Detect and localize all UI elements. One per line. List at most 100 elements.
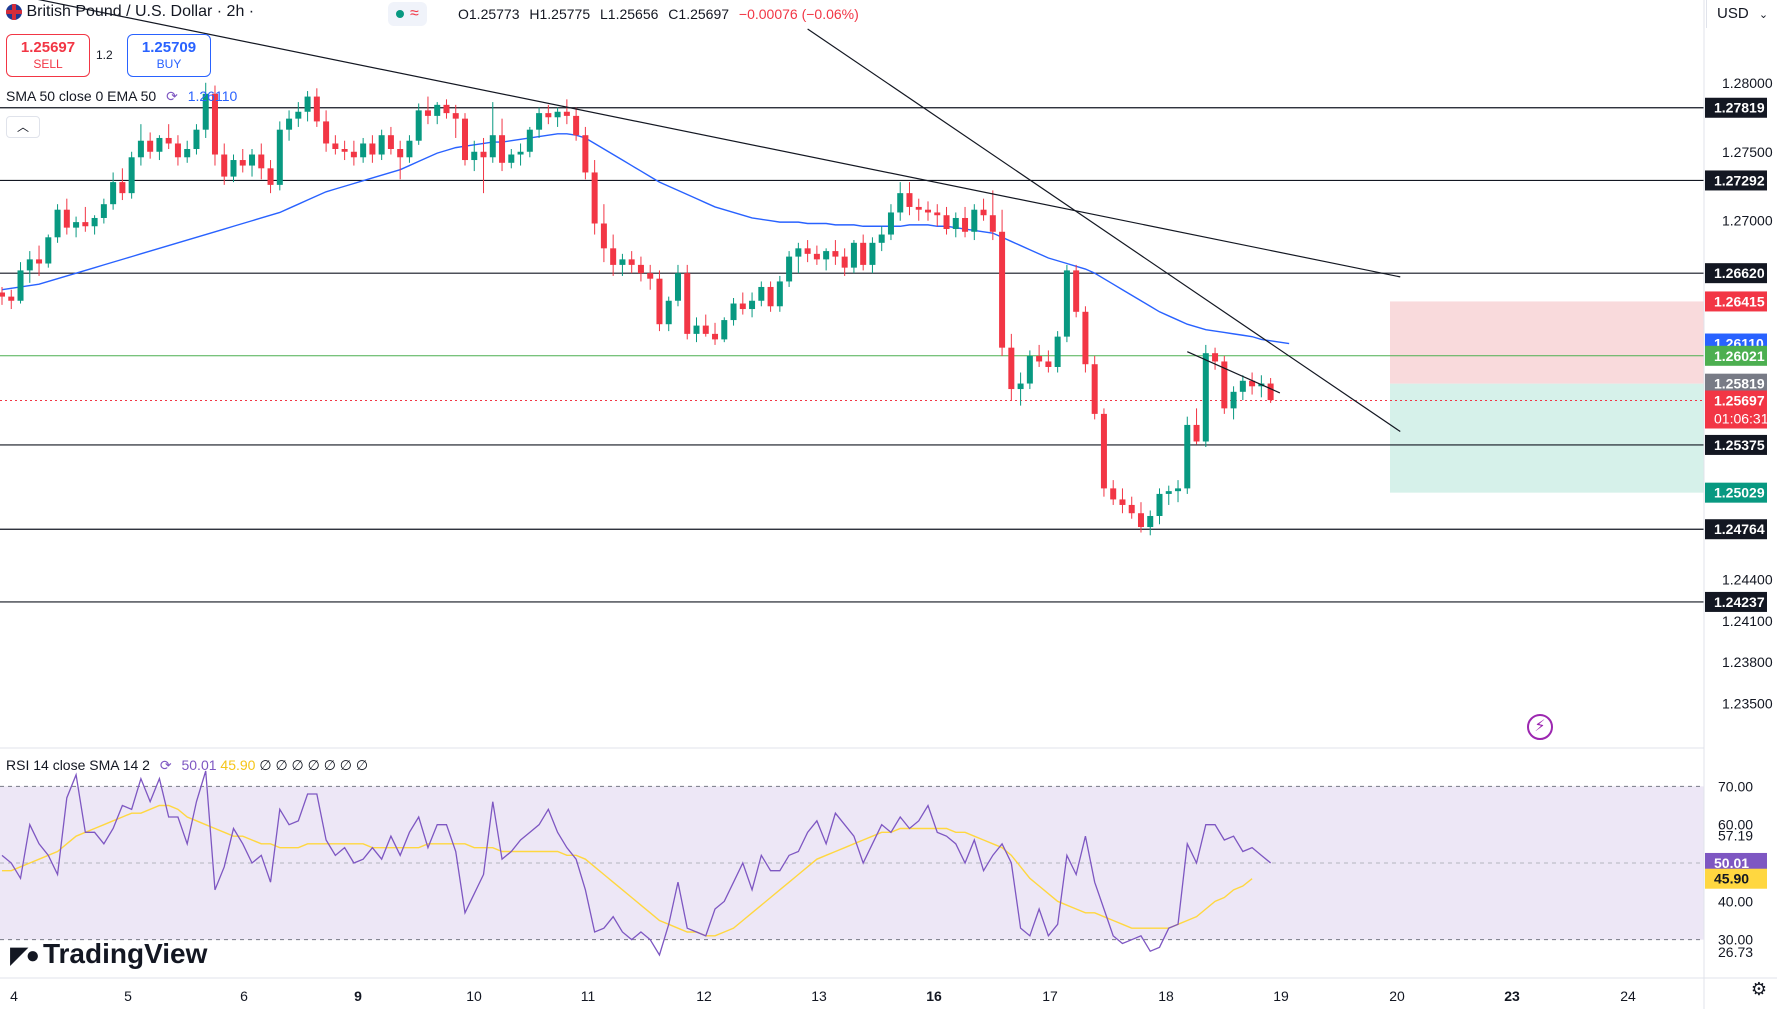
candle-body <box>360 143 367 158</box>
ma-indicator-legend[interactable]: SMA 50 close 0 EMA 50 ⟳ 1.26110 <box>6 88 237 105</box>
candle-body <box>137 140 144 158</box>
candle-body <box>341 149 348 152</box>
candle-body <box>239 160 246 166</box>
candle-body <box>128 157 135 194</box>
date-tick-label: 11 <box>581 988 596 1004</box>
sell-label: SELL <box>33 57 63 71</box>
status-pill[interactable]: ≈ <box>388 2 427 26</box>
candle-body <box>1082 311 1089 365</box>
candle-body <box>184 149 191 158</box>
candle-body <box>1128 504 1135 514</box>
currency-label: USD <box>1717 5 1749 22</box>
candle-body <box>1036 355 1043 362</box>
candle-body <box>1054 336 1061 367</box>
candle-body <box>869 242 876 265</box>
buy-button[interactable]: 1.25709 BUY <box>127 34 211 77</box>
price-tick-label: 1.28000 <box>1722 75 1773 91</box>
candle-body <box>1045 361 1052 367</box>
price-tick-label: 1.24400 <box>1722 571 1773 587</box>
candle-body <box>1147 515 1154 528</box>
rsi-indicator-legend[interactable]: RSI 14 close SMA 14 2 ⟳ 50.01 45.90 ∅ ∅ … <box>6 757 368 774</box>
level-price-label: 1.26620 <box>1714 265 1765 281</box>
date-tick-label: 23 <box>1504 988 1520 1004</box>
symbol-title[interactable]: British Pound / U.S. Dollar <box>26 3 213 20</box>
ema-50-line <box>1 133 1290 345</box>
level-price-label-bg <box>1705 97 1767 118</box>
candle-body <box>26 259 33 271</box>
indicator-price-label: 1.26021 <box>1714 348 1765 364</box>
price-tick-label: 1.27500 <box>1722 144 1773 160</box>
chevron-down-icon: ⌄ <box>1758 9 1769 21</box>
candle-body <box>1221 361 1228 409</box>
candle-body <box>730 303 737 321</box>
candle-body <box>925 209 931 213</box>
candle-body <box>850 242 857 268</box>
settings-gear-icon[interactable]: ⚙ <box>1750 979 1768 999</box>
level-price-label-bg <box>1705 434 1767 455</box>
flash-icon[interactable]: ⚡ <box>1527 714 1553 740</box>
candle-body <box>1008 347 1015 390</box>
candle-body <box>73 222 80 228</box>
rsi-tick-label: 30.00 <box>1718 932 1753 948</box>
currency-selector[interactable]: USD ⌄ <box>1706 0 1776 28</box>
candle-body <box>1202 353 1209 442</box>
rsi-refresh-icon[interactable]: ⟳ <box>159 757 172 773</box>
candle-body <box>832 251 839 257</box>
sell-button[interactable]: 1.25697 SELL <box>6 34 90 77</box>
rsi-extra-values: ∅ ∅ ∅ ∅ ∅ ∅ ∅ <box>259 757 369 773</box>
candle-body <box>1110 488 1117 500</box>
candle-body <box>684 273 691 334</box>
candle-body <box>156 137 163 152</box>
candle-body <box>1267 383 1274 401</box>
price-tick-label: 1.23800 <box>1722 654 1773 670</box>
candle-body <box>860 242 867 265</box>
date-tick-label: 6 <box>240 988 248 1004</box>
candle-body <box>1184 424 1191 489</box>
spread-value: 1.2 <box>96 48 113 62</box>
rsi-tick-label: 70.00 <box>1718 778 1753 794</box>
candle-body <box>267 168 274 185</box>
chart-style-icon: ≈ <box>410 5 419 22</box>
current-price-tag-bg <box>1705 390 1767 429</box>
candle-body <box>91 217 98 227</box>
candle-body <box>508 154 515 163</box>
chart-header: British Pound / U.S. Dollar · 2h · <box>6 3 254 21</box>
market-open-icon <box>396 10 404 18</box>
candle-body <box>443 104 450 114</box>
change-value: −0.00076 (−0.06%) <box>738 6 859 22</box>
level-price-label: 1.27819 <box>1714 100 1765 116</box>
rsi-axis-label: 50.01 <box>1714 855 1749 871</box>
candle-body <box>0 292 5 297</box>
candle-body <box>545 113 552 118</box>
candle-body <box>45 237 52 264</box>
candle-body <box>1073 270 1080 312</box>
candle-body <box>1175 488 1182 492</box>
brand-name: TradingView <box>42 938 208 969</box>
level-price-label: 1.24764 <box>1714 521 1765 537</box>
interval-label[interactable]: 2h <box>226 3 245 20</box>
date-tick-label: 24 <box>1620 988 1636 1004</box>
candle-body <box>1100 413 1107 489</box>
refresh-icon[interactable]: ⟳ <box>166 88 178 104</box>
price-tick-label: 1.27000 <box>1722 213 1773 229</box>
collapse-chevron-icon[interactable]: ︿ <box>6 116 40 138</box>
candle-body <box>776 281 783 307</box>
candle-body <box>665 300 672 325</box>
trendline <box>807 28 1401 433</box>
candle-body <box>1230 391 1237 409</box>
date-tick-label: 18 <box>1158 988 1174 1004</box>
candle-body <box>999 231 1006 348</box>
candle-body <box>702 325 709 334</box>
candle-body <box>887 212 894 235</box>
open-value: O1.25773 <box>458 6 520 22</box>
close-value: C1.25697 <box>668 6 730 22</box>
candle-body <box>17 270 24 301</box>
level-price-label-bg <box>1705 263 1767 284</box>
date-tick-label: 4 <box>10 988 18 1004</box>
date-tick-label: 10 <box>466 988 482 1004</box>
date-tick-label: 20 <box>1389 988 1405 1004</box>
candle-body <box>499 135 506 163</box>
candle-body <box>517 151 524 155</box>
rsi-sma-axis-label-bg <box>1705 868 1767 889</box>
